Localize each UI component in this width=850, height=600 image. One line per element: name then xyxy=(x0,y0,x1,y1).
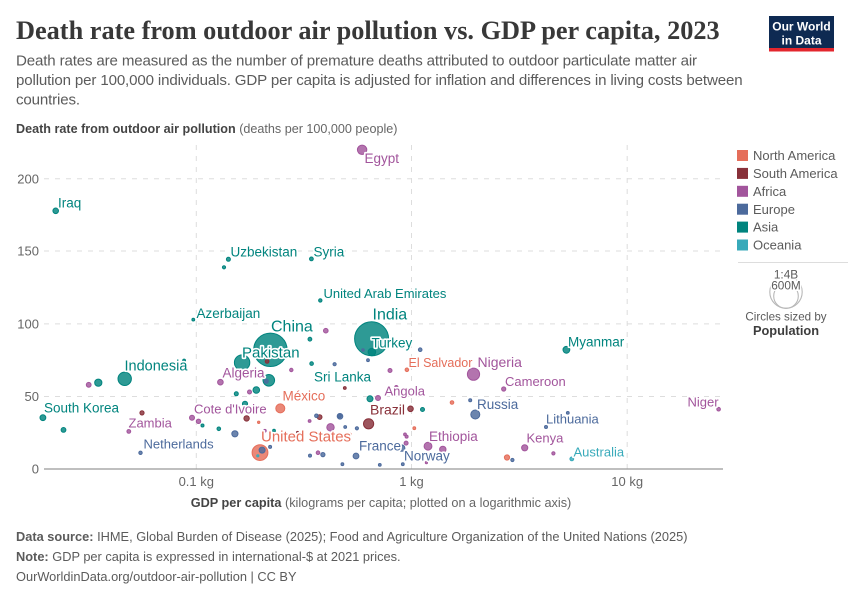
svg-text:Death rates are measured as th: Death rates are measured as the number o… xyxy=(16,53,697,70)
svg-text:Niger: Niger xyxy=(688,395,720,410)
svg-text:50: 50 xyxy=(25,389,39,404)
svg-text:Cote d'Ivoire: Cote d'Ivoire xyxy=(194,402,267,417)
svg-text:1:4B: 1:4B xyxy=(774,268,798,282)
svg-text:Zambia: Zambia xyxy=(129,416,173,431)
svg-text:United Arab Emirates: United Arab Emirates xyxy=(324,286,447,301)
svg-text:Netherlands: Netherlands xyxy=(144,437,215,452)
svg-text:Iraq: Iraq xyxy=(58,196,81,211)
svg-text:China: China xyxy=(271,319,313,336)
svg-text:South America: South America xyxy=(753,166,838,181)
svg-text:Brazil: Brazil xyxy=(370,402,405,418)
svg-text:Australia: Australia xyxy=(574,445,625,460)
svg-text:in Data: in Data xyxy=(781,34,821,48)
svg-text:Europe: Europe xyxy=(753,202,795,217)
svg-text:0: 0 xyxy=(32,462,39,477)
svg-text:North America: North America xyxy=(753,148,836,163)
svg-text:Ethiopia: Ethiopia xyxy=(429,429,478,444)
svg-text:150: 150 xyxy=(17,244,39,259)
svg-text:1 kg: 1 kg xyxy=(399,474,424,489)
svg-text:Circles sized by: Circles sized by xyxy=(745,311,826,324)
svg-text:India: India xyxy=(373,307,408,324)
svg-text:Oceania: Oceania xyxy=(753,238,802,253)
svg-text:El Salvador: El Salvador xyxy=(409,356,473,370)
svg-text:Sri Lanka: Sri Lanka xyxy=(314,370,372,385)
svg-text:Data source: IHME, Global Burd: Data source: IHME, Global Burden of Dise… xyxy=(16,529,688,544)
svg-text:United States: United States xyxy=(261,429,351,446)
svg-text:France: France xyxy=(359,439,401,454)
svg-text:Note: GDP per capita is expres: Note: GDP per capita is expressed in int… xyxy=(16,549,401,564)
svg-text:Population: Population xyxy=(753,323,819,338)
svg-text:Egypt: Egypt xyxy=(365,151,400,166)
svg-text:countries.: countries. xyxy=(16,91,80,108)
svg-text:Lithuania: Lithuania xyxy=(546,412,600,427)
svg-text:Pakistan: Pakistan xyxy=(242,345,300,362)
svg-text:Azerbaijan: Azerbaijan xyxy=(197,306,261,321)
svg-text:100: 100 xyxy=(17,317,39,332)
svg-text:Syria: Syria xyxy=(314,245,345,260)
svg-text:Indonesia: Indonesia xyxy=(125,359,189,375)
svg-text:México: México xyxy=(283,389,326,404)
svg-text:GDP per capita (kilograms per: GDP per capita (kilograms per capita; pl… xyxy=(191,496,572,510)
svg-text:Russia: Russia xyxy=(477,397,519,412)
svg-text:OurWorldinData.org/outdoor-air: OurWorldinData.org/outdoor-air-pollution… xyxy=(16,569,297,584)
svg-text:Death rate from outdoor air po: Death rate from outdoor air pollution vs… xyxy=(16,16,720,45)
svg-text:Kenya: Kenya xyxy=(527,431,565,446)
svg-text:pollution per 100,000 individu: pollution per 100,000 individuals. GDP p… xyxy=(16,72,742,89)
svg-text:200: 200 xyxy=(17,171,39,186)
svg-text:10 kg: 10 kg xyxy=(611,474,643,489)
svg-text:Angola: Angola xyxy=(385,384,426,399)
svg-text:Death rate from outdoor air po: Death rate from outdoor air pollution (d… xyxy=(16,122,397,136)
svg-text:Algeria: Algeria xyxy=(223,366,266,381)
svg-text:Turkey: Turkey xyxy=(372,336,413,351)
svg-text:Norway: Norway xyxy=(404,449,450,464)
svg-text:600M: 600M xyxy=(771,279,801,293)
svg-text:Africa: Africa xyxy=(753,184,787,199)
svg-text:Cameroon: Cameroon xyxy=(505,374,566,389)
svg-text:Our World: Our World xyxy=(772,20,830,34)
svg-text:Uzbekistan: Uzbekistan xyxy=(231,245,298,260)
svg-text:0.1 kg: 0.1 kg xyxy=(179,474,214,489)
svg-text:South Korea: South Korea xyxy=(44,401,120,416)
svg-text:Myanmar: Myanmar xyxy=(568,335,625,350)
svg-text:Asia: Asia xyxy=(753,220,779,235)
svg-text:Nigeria: Nigeria xyxy=(478,354,523,370)
